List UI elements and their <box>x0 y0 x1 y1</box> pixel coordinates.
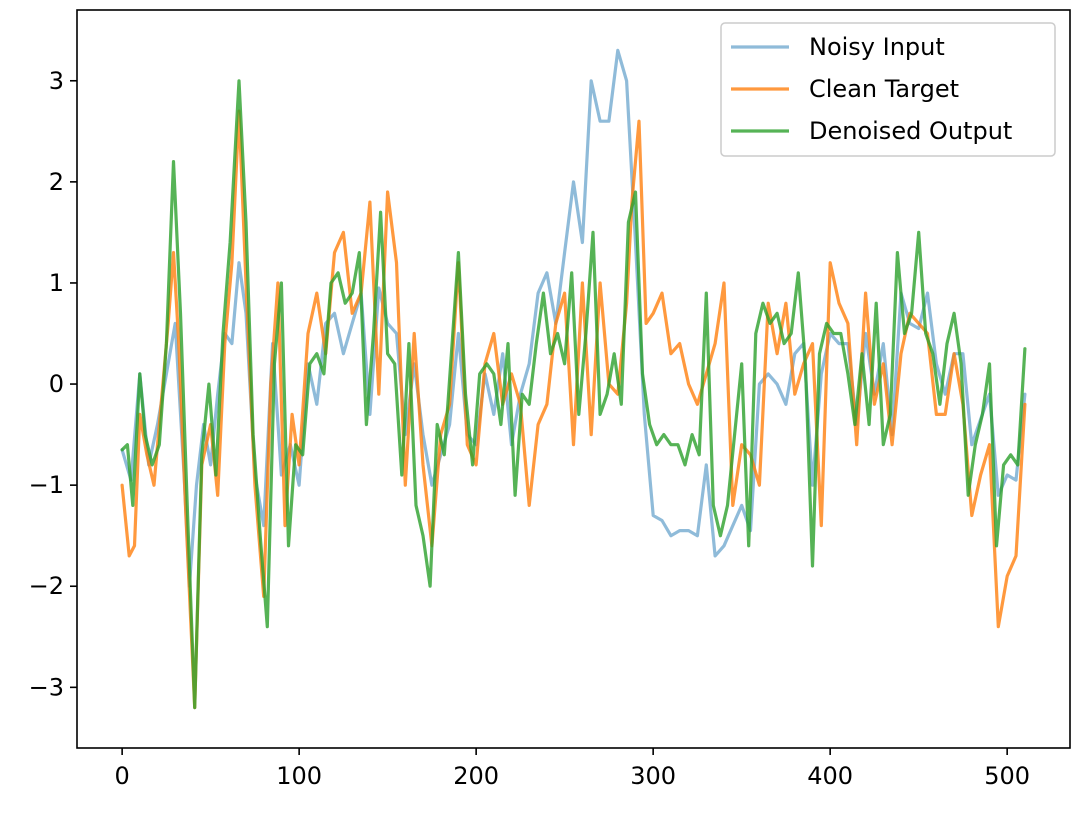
x-tick-label: 200 <box>453 762 499 790</box>
legend-label: Clean Target <box>809 75 959 103</box>
y-tick-label: 3 <box>49 67 64 95</box>
legend-label: Noisy Input <box>809 33 945 61</box>
x-tick-label: 500 <box>984 762 1030 790</box>
y-tick-label: 1 <box>49 269 64 297</box>
axes: 0 100 200 300 400 500 −3 −2 −1 0 1 2 3 <box>29 9 1071 790</box>
legend-box <box>720 22 1056 157</box>
axes-frame <box>76 9 1071 749</box>
x-tick-label: 300 <box>630 762 676 790</box>
y-tick-label: 2 <box>49 168 64 196</box>
x-tick-label: 100 <box>276 762 322 790</box>
plot-area <box>120 48 1027 710</box>
y-tick-label: 0 <box>49 370 64 398</box>
y-tick-label: −2 <box>29 572 64 600</box>
y-tick-label: −1 <box>29 471 64 499</box>
legend-label: Denoised Output <box>809 117 1012 145</box>
x-tick-label: 400 <box>807 762 853 790</box>
legend: Noisy Input Clean Target Denoised Output <box>720 22 1056 157</box>
y-tick-label: −3 <box>29 673 64 701</box>
series-line-denoised-output <box>120 79 1027 710</box>
series-line-clean-target <box>120 109 1027 710</box>
x-tick-label: 0 <box>114 762 129 790</box>
